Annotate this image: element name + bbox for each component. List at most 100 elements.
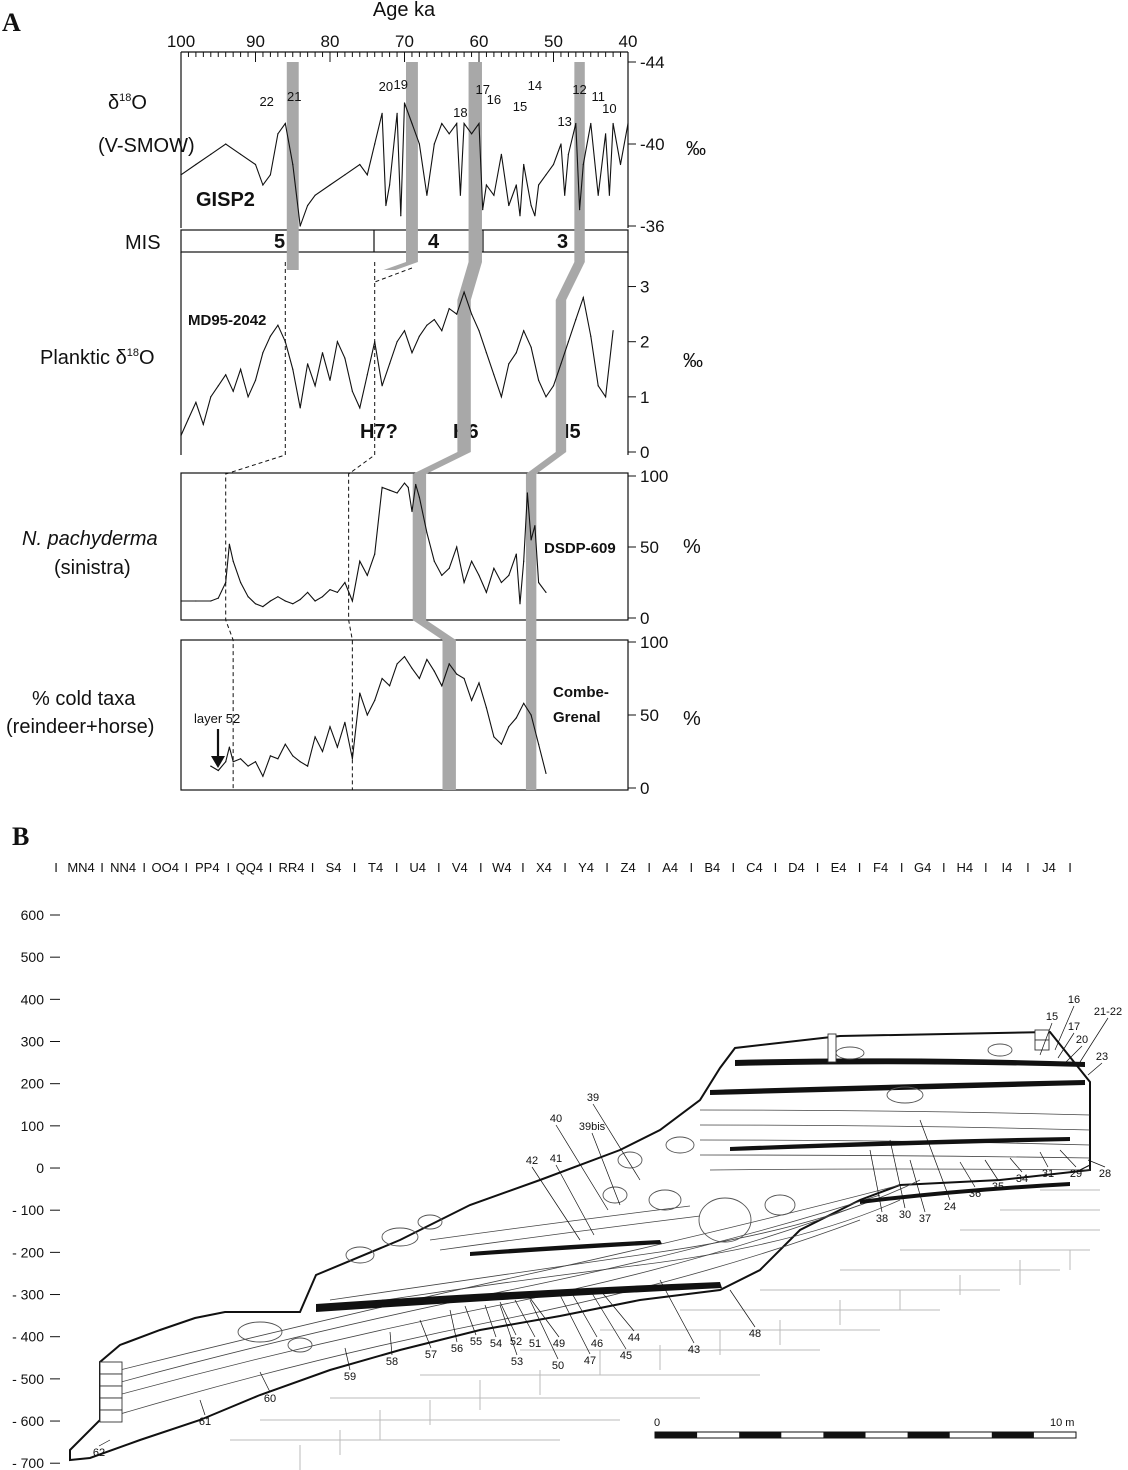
series-point-dsdp (321, 596, 324, 598)
gisp2-panel: δ18O (V-SMOW) GISP2 ‰ (98, 51, 706, 228)
series-point-combe (508, 726, 510, 728)
series-point-md95 (381, 385, 383, 387)
scale-segment (739, 1432, 782, 1438)
series-point-combe (478, 682, 480, 684)
layer52-annotation: layer 52 (194, 711, 240, 726)
series-point-combe (485, 707, 487, 709)
series-point-gisp2 (590, 122, 592, 125)
layer-label: 45 (620, 1350, 632, 1362)
right-tick-label-gisp2: -40 (640, 135, 665, 154)
series-point-combe (530, 714, 532, 716)
gisp2-ylabel: δ18O (108, 92, 147, 114)
series-point-dsdp (523, 560, 525, 562)
grid-separator: I (54, 860, 58, 875)
grid-column-labels: I MN4 I NN4 I OO4 I PP4 I QQ4 I RR4 I S4 I T4 I U4 I V4 I W4 I… (54, 860, 1072, 875)
scale-segment (823, 1432, 866, 1438)
leader-line (499, 1301, 517, 1336)
layer-label: 35 (992, 1181, 1004, 1193)
depth-tick-label: 400 (21, 991, 45, 1007)
grid-column-label: OO4 (151, 860, 178, 875)
series-point-dsdp (180, 600, 182, 602)
grid-separator: I (353, 860, 357, 875)
series-point-dsdp (195, 600, 197, 602)
series-point-md95 (374, 341, 376, 343)
heinrich-h7: H7? (360, 421, 398, 443)
right-tick-label-md95: 3 (640, 278, 649, 297)
leader-line (919, 1119, 951, 1201)
series-point-gisp2 (240, 153, 242, 155)
dsdp-ylabel-2: (sinistra) (54, 557, 131, 579)
series-point-combe (284, 743, 286, 745)
leader-line (389, 1331, 393, 1356)
series-point-gisp2 (374, 143, 376, 145)
series-point-md95 (240, 368, 242, 370)
grid-separator: I (984, 860, 988, 875)
series-point-dsdp (418, 496, 420, 498)
top-axis-tick-label: 60 (470, 32, 489, 51)
layer-label: 57 (425, 1349, 437, 1361)
layer-label: 23 (1096, 1051, 1108, 1063)
scale-segment (655, 1432, 698, 1438)
leader-line (889, 1139, 906, 1209)
series-point-gisp2 (564, 194, 566, 196)
series-point-gisp2 (538, 184, 540, 186)
event-label: 21 (287, 89, 301, 104)
layer-label: 48 (749, 1328, 761, 1340)
leader-line (555, 1164, 595, 1236)
series-point-gisp2 (579, 209, 581, 211)
correlation-dash-line (225, 262, 286, 790)
depth-tick-label: 500 (21, 949, 45, 965)
grid-separator: I (269, 860, 273, 875)
event-label: 19 (394, 77, 408, 92)
series-point-gisp2 (519, 215, 521, 217)
series-point-md95 (471, 313, 473, 315)
leader-line (1079, 1017, 1109, 1063)
leader-line (1087, 1062, 1103, 1076)
depth-tick-label: 200 (21, 1076, 45, 1092)
combe-ylabel-2: (reindeer+horse) (6, 716, 154, 738)
grid-separator: I (900, 860, 904, 875)
right-tick-label-md95: 0 (640, 443, 649, 462)
series-point-md95 (538, 379, 540, 381)
series-point-dsdp (403, 482, 406, 484)
series-point-md95 (180, 434, 182, 437)
right-axis-ticks: -36 -40 -44 3 2 1 0 100 50 0 100 50 0 (628, 53, 668, 798)
md95-panel: Planktic δ18O MD95-2042 ‰ H7? H6 H5 (40, 252, 703, 455)
leader-lines (98, 1005, 1109, 1447)
series-point-md95 (292, 368, 294, 370)
series-point-combe (366, 714, 368, 716)
series-point-combe (441, 685, 443, 687)
series-point-combe (523, 702, 525, 704)
series-point-dsdp (415, 483, 417, 486)
dsdp-panel: N. pachyderma (sinistra) DSDP-609 % (22, 472, 701, 621)
event-label: 10 (602, 101, 616, 116)
combe-ylabel-1: % cold taxa (32, 688, 136, 710)
md95-name: MD95-2042 (188, 312, 266, 329)
series-point-dsdp (545, 591, 547, 594)
layer-label: 41 (550, 1153, 562, 1165)
series-point-gisp2 (210, 153, 212, 155)
series-point-md95 (225, 374, 227, 376)
series-point-gisp2 (545, 174, 547, 176)
layer-label: 52 (510, 1336, 522, 1348)
layer-label: 58 (386, 1356, 398, 1368)
series-point-md95 (515, 352, 517, 354)
series-point-dsdp (538, 581, 540, 584)
layer-label: 59 (344, 1371, 356, 1383)
series-point-dsdp (277, 596, 279, 598)
series-point-dsdp (284, 600, 286, 602)
series-point-dsdp (336, 591, 338, 594)
top-axis-tick-label: 80 (321, 32, 340, 51)
series-point-dsdp (344, 581, 346, 584)
series-point-dsdp (515, 553, 517, 555)
series-point-dsdp (448, 567, 450, 569)
series-point-md95 (441, 330, 443, 332)
series-point-dsdp (433, 560, 435, 562)
correlation-dash-line (374, 267, 413, 283)
series-point-gisp2 (359, 163, 361, 166)
series-point-dsdp (478, 574, 480, 577)
grid-column-label: B4 (704, 860, 720, 875)
grid-separator: I (479, 860, 483, 875)
series-point-md95 (433, 319, 435, 321)
